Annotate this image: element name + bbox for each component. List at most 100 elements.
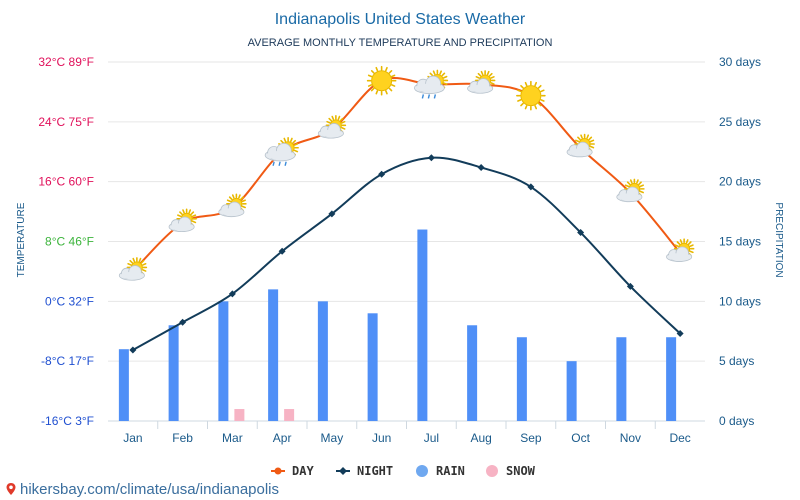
weather-chart: Indianapolis United States Weather AVERA… <box>16 11 784 478</box>
precipitation-tick-label: 30 days <box>719 55 761 69</box>
rain-drop <box>272 161 275 166</box>
sun-ray <box>480 70 484 76</box>
sun-ray <box>490 82 495 85</box>
sun-ray <box>490 76 495 79</box>
precipitation-axis-ticks: 30 days 25 days 20 days 15 days 10 days 5 day… <box>719 55 761 428</box>
sun-ray <box>375 90 379 95</box>
sun-ray <box>589 145 595 149</box>
temperature-tick-label: 0°C 32°F <box>45 294 94 308</box>
sun-ray <box>524 81 528 87</box>
sun-ray <box>142 269 147 272</box>
chart-subtitle: AVERAGE MONTHLY TEMPERATURE AND PRECIPIT… <box>248 37 553 49</box>
legend-item-day: DAY <box>271 464 314 478</box>
rain-drop <box>278 161 281 166</box>
sun-ray <box>385 90 388 95</box>
month-tick-label: Oct <box>571 431 590 445</box>
sun-ray <box>540 89 545 93</box>
sun-ray <box>367 84 373 87</box>
sun-ray <box>127 262 132 266</box>
partly-cloudy-icon <box>118 257 148 281</box>
sun-ray <box>326 120 331 124</box>
precipitation-tick-label: 20 days <box>719 175 761 189</box>
cloud-part <box>266 150 294 160</box>
partly-cloudy-icon <box>168 208 197 233</box>
precipitation-tick-label: 10 days <box>719 294 761 308</box>
sun-ray <box>685 239 689 244</box>
rain-drop <box>421 94 425 99</box>
sun-ray <box>283 137 287 143</box>
sun-ray <box>140 259 145 264</box>
night-point <box>577 229 585 237</box>
legend-item-night: NIGHT <box>336 464 393 478</box>
month-tick-label: Feb <box>172 431 193 445</box>
sun-ray <box>429 72 434 77</box>
sun-ray <box>486 70 490 76</box>
legend-label: RAIN <box>436 464 465 478</box>
month-tick-label: Dec <box>669 431 690 445</box>
night-point <box>328 210 336 218</box>
sun-ray <box>537 84 542 89</box>
sun-ray <box>534 105 538 110</box>
month-tick-label: Jan <box>123 431 142 445</box>
sun-ray <box>231 194 235 199</box>
sun-ray <box>689 244 694 248</box>
rain-bar <box>666 337 677 421</box>
precipitation-tick-label: 15 days <box>719 235 761 249</box>
chart-title: Indianapolis United States Weather <box>275 11 526 28</box>
sun-ray <box>520 84 524 89</box>
cloud-part <box>667 253 691 261</box>
sun-ray <box>238 194 241 199</box>
sun-ray <box>341 120 346 124</box>
sun-ray <box>328 117 333 122</box>
sun-ray <box>191 220 197 224</box>
sun-ray <box>689 250 694 254</box>
sun-ray <box>390 84 396 87</box>
sun-ray <box>588 136 593 141</box>
night-point <box>427 154 435 162</box>
sun-ray <box>687 241 692 245</box>
rain-bar <box>218 301 229 421</box>
month-axis-ticks: Jan Feb Mar Apr May Jun Jul Aug Sep Oct Nov Dec <box>123 431 691 445</box>
sun-ray <box>129 259 134 264</box>
sun-ray <box>240 196 244 201</box>
day-temperature-line <box>132 77 681 273</box>
rain-bar <box>367 313 378 421</box>
rain-cloud-icon <box>264 136 299 166</box>
sun-ray <box>626 181 631 186</box>
night-point <box>626 282 634 290</box>
sun-ray <box>390 74 396 78</box>
sun-ray <box>226 199 232 203</box>
sun-ray <box>188 209 192 214</box>
sun-ray <box>367 74 373 78</box>
legend-label: NIGHT <box>357 464 393 478</box>
sun-ray <box>639 184 644 188</box>
sun-disc <box>371 70 393 92</box>
source-footer[interactable]: hikersbay.com/climate/usa/indianapolis <box>4 480 279 500</box>
legend-snow-dot <box>486 465 498 477</box>
sun-icon <box>516 80 546 111</box>
temperature-tick-label: 8°C 46°F <box>45 235 94 249</box>
source-link[interactable]: hikersbay.com/climate/usa/indianapolis <box>20 481 280 498</box>
sun-ray <box>280 139 284 144</box>
sun-ray <box>132 257 136 263</box>
sun-ray <box>385 66 388 72</box>
rain-bar <box>317 301 328 421</box>
cloud-part <box>568 148 592 156</box>
cloud-part <box>468 84 492 93</box>
night-point <box>228 290 236 298</box>
sun-ray <box>475 76 480 79</box>
night-point <box>129 346 137 354</box>
legend-day-dot <box>274 467 282 475</box>
sun-ray <box>540 99 545 102</box>
rain-bar <box>417 229 428 421</box>
partly-cloudy-icon <box>317 115 347 139</box>
precipitation-axis-label: PRECIPITATION <box>773 202 784 277</box>
temperature-tick-label: 16°C 60°F <box>38 175 94 189</box>
legend-night-diamond <box>339 467 347 475</box>
temperature-tick-label: -16°C 3°F <box>41 414 94 428</box>
partly-cloudy-icon <box>218 193 247 218</box>
sun-ray <box>138 257 142 263</box>
sun-ray <box>488 72 493 77</box>
night-point <box>676 329 684 337</box>
weather-icons <box>118 65 695 281</box>
